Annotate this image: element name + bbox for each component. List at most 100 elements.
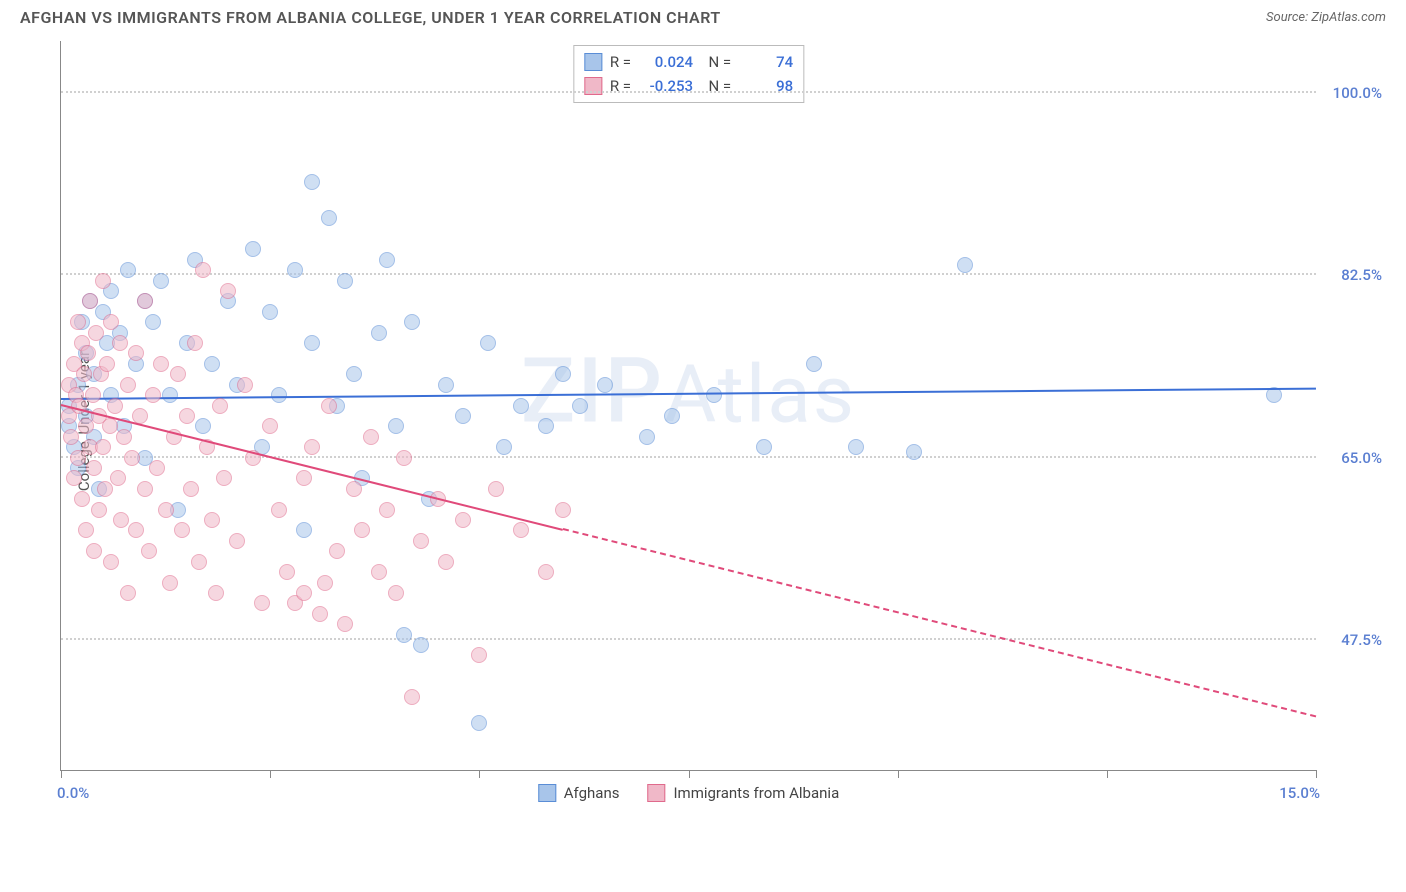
regression-line bbox=[563, 529, 1316, 718]
data-point bbox=[179, 408, 195, 424]
data-point bbox=[102, 418, 118, 434]
data-point bbox=[287, 262, 303, 278]
data-point bbox=[304, 174, 320, 190]
data-point bbox=[195, 418, 211, 434]
data-point bbox=[137, 481, 153, 497]
data-point bbox=[120, 377, 136, 393]
gridline bbox=[61, 638, 1316, 640]
data-point bbox=[317, 575, 333, 591]
y-tick-label: 47.5% bbox=[1341, 631, 1382, 649]
data-point bbox=[162, 575, 178, 591]
data-point bbox=[103, 314, 119, 330]
data-point bbox=[396, 450, 412, 466]
chart-title: AFGHAN VS IMMIGRANTS FROM ALBANIA COLLEG… bbox=[20, 8, 721, 27]
data-point bbox=[304, 335, 320, 351]
data-point bbox=[555, 366, 571, 382]
data-point bbox=[706, 387, 722, 403]
data-point bbox=[413, 637, 429, 653]
n-value-2: 98 bbox=[739, 74, 793, 98]
data-point bbox=[195, 262, 211, 278]
data-point bbox=[321, 398, 337, 414]
data-point bbox=[162, 387, 178, 403]
data-point bbox=[149, 460, 165, 476]
data-point bbox=[183, 481, 199, 497]
data-point bbox=[639, 429, 655, 445]
data-point bbox=[304, 439, 320, 455]
data-point bbox=[153, 273, 169, 289]
data-point bbox=[99, 356, 115, 372]
legend-item-1: Afghans bbox=[538, 784, 620, 802]
x-tick bbox=[479, 770, 480, 778]
data-point bbox=[128, 345, 144, 361]
data-point bbox=[346, 366, 362, 382]
data-point bbox=[438, 554, 454, 570]
data-point bbox=[538, 564, 554, 580]
data-point bbox=[538, 418, 554, 434]
data-point bbox=[379, 502, 395, 518]
data-point bbox=[371, 325, 387, 341]
data-point bbox=[848, 439, 864, 455]
swatch-icon bbox=[538, 784, 556, 802]
data-point bbox=[86, 460, 102, 476]
x-tick bbox=[61, 770, 62, 778]
y-tick-label: 82.5% bbox=[1341, 266, 1382, 284]
data-point bbox=[82, 293, 98, 309]
data-point bbox=[756, 439, 772, 455]
data-point bbox=[513, 522, 529, 538]
data-point bbox=[371, 564, 387, 580]
gridline bbox=[61, 91, 1316, 93]
data-point bbox=[337, 273, 353, 289]
n-value-1: 74 bbox=[739, 50, 793, 74]
data-point bbox=[124, 450, 140, 466]
data-point bbox=[572, 398, 588, 414]
data-point bbox=[496, 439, 512, 455]
data-point bbox=[354, 522, 370, 538]
data-point bbox=[262, 418, 278, 434]
data-point bbox=[245, 241, 261, 257]
gridline bbox=[61, 273, 1316, 275]
data-point bbox=[204, 512, 220, 528]
data-point bbox=[664, 408, 680, 424]
data-point bbox=[97, 481, 113, 497]
data-point bbox=[404, 314, 420, 330]
data-point bbox=[346, 481, 362, 497]
data-point bbox=[413, 533, 429, 549]
data-point bbox=[120, 585, 136, 601]
data-point bbox=[76, 366, 92, 382]
chart-area: College, Under 1 year ZIPAtlas R = 0.024… bbox=[60, 31, 1386, 811]
data-point bbox=[271, 387, 287, 403]
legend-label-2: Immigrants from Albania bbox=[673, 784, 839, 802]
data-point bbox=[145, 314, 161, 330]
data-point bbox=[329, 543, 345, 559]
data-point bbox=[312, 606, 328, 622]
x-tick bbox=[898, 770, 899, 778]
data-point bbox=[208, 585, 224, 601]
data-point bbox=[555, 502, 571, 518]
data-point bbox=[480, 335, 496, 351]
chart-header: AFGHAN VS IMMIGRANTS FROM ALBANIA COLLEG… bbox=[0, 0, 1406, 31]
data-point bbox=[153, 356, 169, 372]
data-point bbox=[107, 398, 123, 414]
data-point bbox=[271, 502, 287, 518]
data-point bbox=[120, 262, 136, 278]
data-point bbox=[74, 491, 90, 507]
data-point bbox=[237, 377, 253, 393]
data-point bbox=[471, 647, 487, 663]
x-axis-max-label: 15.0% bbox=[1279, 784, 1320, 802]
n-label: N = bbox=[701, 50, 731, 74]
data-point bbox=[438, 377, 454, 393]
data-point bbox=[141, 543, 157, 559]
data-point bbox=[262, 304, 278, 320]
correlation-legend: R = 0.024 N = 74 R = -0.253 N = 98 bbox=[573, 45, 804, 103]
data-point bbox=[363, 429, 379, 445]
x-tick bbox=[689, 770, 690, 778]
data-point bbox=[220, 283, 236, 299]
data-point bbox=[174, 522, 190, 538]
data-point bbox=[513, 398, 529, 414]
r-value-1: 0.024 bbox=[639, 50, 693, 74]
data-point bbox=[204, 356, 220, 372]
data-point bbox=[86, 543, 102, 559]
data-point bbox=[66, 470, 82, 486]
data-point bbox=[88, 325, 104, 341]
x-tick bbox=[1107, 770, 1108, 778]
